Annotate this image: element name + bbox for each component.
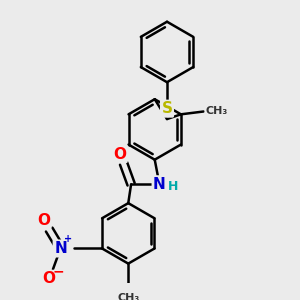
Text: CH₃: CH₃: [117, 292, 140, 300]
Text: +: +: [64, 234, 72, 244]
Text: O: O: [37, 213, 50, 228]
Text: N: N: [153, 177, 166, 192]
Text: O: O: [113, 146, 126, 161]
Text: N: N: [54, 241, 67, 256]
Text: CH₃: CH₃: [206, 106, 228, 116]
Text: S: S: [161, 101, 172, 116]
Text: −: −: [53, 264, 64, 278]
Text: O: O: [43, 271, 56, 286]
Text: H: H: [167, 180, 178, 193]
